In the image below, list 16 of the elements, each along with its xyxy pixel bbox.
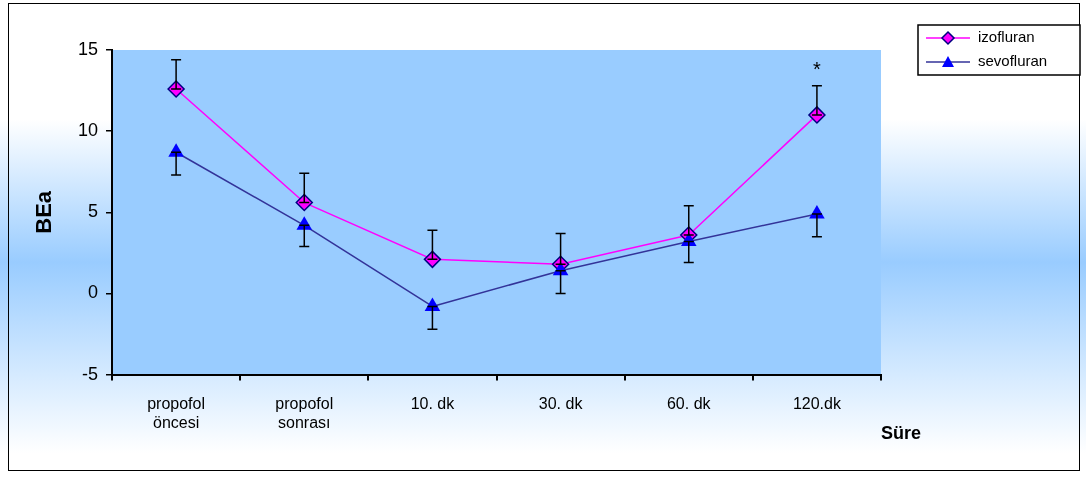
- x-tick-label: 30. dk: [538, 394, 584, 412]
- y-tick-label: -5: [82, 363, 99, 384]
- annotation: *: [813, 57, 822, 80]
- legend-label: izofluran: [978, 28, 1035, 46]
- x-axis-title: Süre: [881, 422, 922, 443]
- x-tick-label: 10. dk: [410, 394, 456, 412]
- y-tick-label: 15: [77, 38, 99, 59]
- x-tick-label: 120.dk: [792, 394, 842, 412]
- y-tick-label: 5: [88, 201, 99, 222]
- x-tick-label: propofol öncesi: [147, 394, 206, 431]
- y-axis-title: BEa: [31, 190, 57, 234]
- y-tick-label: 0: [88, 282, 99, 303]
- y-tick-label: 10: [77, 120, 99, 141]
- x-tick-label: 60. dk: [666, 394, 712, 412]
- legend-label: sevofluran: [978, 52, 1048, 70]
- x-tick-label: propofol sonrası: [275, 394, 334, 431]
